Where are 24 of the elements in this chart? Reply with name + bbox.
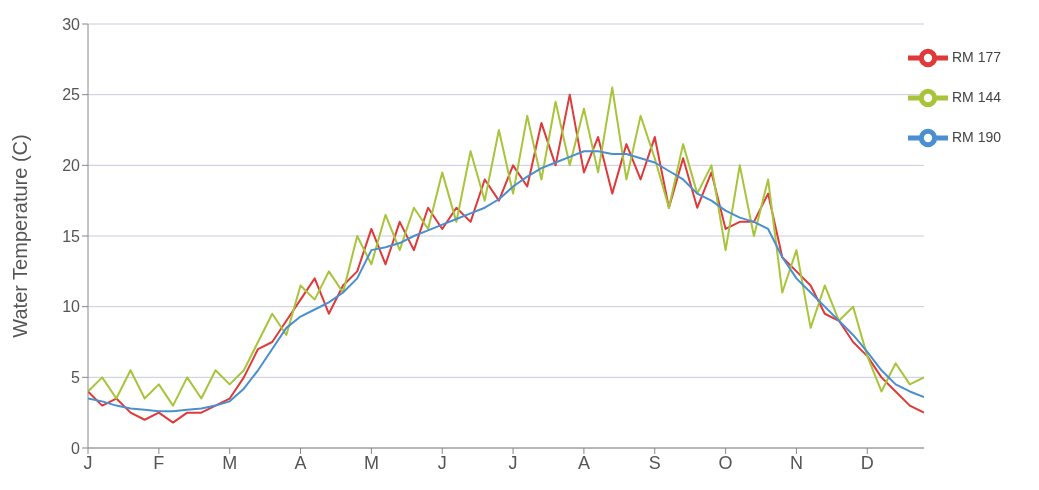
y-tick-label: 20 — [62, 157, 81, 175]
legend-label: RM 190 — [951, 128, 1001, 145]
x-tick-label: M — [363, 452, 379, 473]
x-tick-label: N — [789, 452, 803, 473]
x-tick-label: J — [437, 452, 447, 473]
line-series — [88, 150, 924, 413]
x-tick-label: J — [83, 452, 93, 473]
y-axis-title: Water Temperature (C) — [9, 134, 32, 338]
x-tick-label: D — [860, 452, 874, 473]
y-tick-label: 10 — [62, 298, 81, 316]
legend-label: RM 144 — [951, 88, 1001, 105]
x-tick-label: A — [577, 452, 590, 473]
x-tick-label: M — [222, 452, 238, 473]
y-tick-label: 0 — [71, 439, 81, 457]
y-tick-label: 25 — [62, 86, 81, 104]
y-tick-label: 5 — [71, 369, 81, 387]
x-tick-label: O — [718, 452, 733, 473]
x-tick-label: J — [508, 452, 518, 473]
y-tick-label: 15 — [62, 227, 81, 245]
legend-label: RM 177 — [951, 48, 1001, 65]
x-tick-label: A — [294, 452, 307, 473]
y-tick-label: 30 — [62, 15, 81, 33]
x-tick-label: S — [648, 452, 661, 473]
x-tick-label: F — [153, 452, 165, 473]
